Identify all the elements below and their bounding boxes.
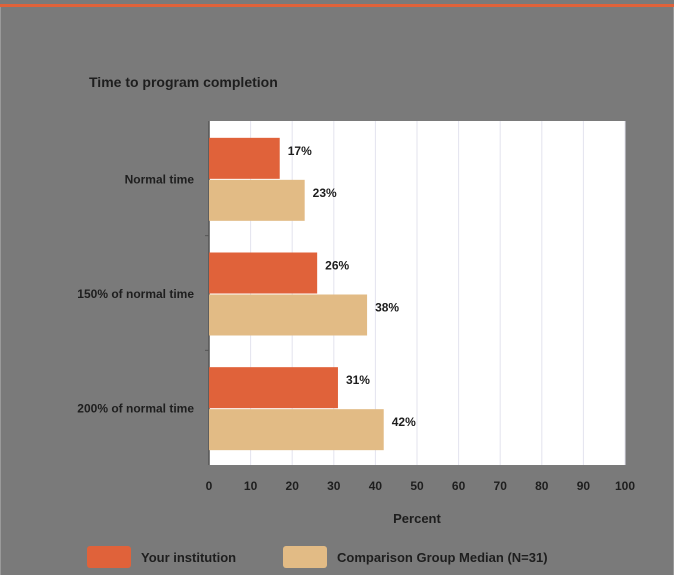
x-tick-label-80: 80 [535,479,549,493]
chart-title: Time to program completion [89,74,278,90]
x-tick-label-0: 0 [206,479,213,493]
legend-item-comparison-group: Comparison Group Median (N=31) [283,546,548,568]
category-label-1: Normal time [125,172,195,186]
x-tick-label-10: 10 [244,479,258,493]
bar-chart: 0 10 20 30 40 50 60 70 80 90 100 Normal time 17% 23% 1… [77,121,635,526]
data-label-series1-cat2: 26% [325,259,349,273]
legend-swatch-comparison-group [283,546,327,568]
legend-label-comparison-group: Comparison Group Median (N=31) [337,549,548,565]
legend-item-your-institution: Your institution [87,546,236,568]
bar-series2-cat2 [209,294,368,336]
x-tick-label-50: 50 [410,479,424,493]
x-tick-label-90: 90 [577,479,591,493]
bar-series1-cat3 [209,367,338,409]
category-label-2: 150% of normal time [77,287,194,301]
x-tick-label-30: 30 [327,479,341,493]
frame-top [0,0,674,4]
legend-label-your-institution: Your institution [141,549,237,565]
legend: Your institution Comparison Group Median… [0,540,674,570]
data-label-series1-cat3: 31% [346,373,370,387]
bar-series1-cat1 [209,137,280,179]
bar-series2-cat3 [209,409,384,451]
bar-series2-cat1 [209,179,305,221]
x-axis-title: Percent [393,511,441,526]
bar-series1-cat2 [209,252,318,294]
x-tick-label-40: 40 [369,479,383,493]
x-tick-label-20: 20 [286,479,300,493]
category-label-3: 200% of normal time [77,402,194,416]
data-label-series2-cat2: 38% [375,301,399,315]
legend-swatch-your-institution [87,546,131,568]
x-tick-label-70: 70 [494,479,508,493]
data-label-series2-cat3: 42% [392,415,416,429]
x-tick-label-60: 60 [452,479,466,493]
data-label-series2-cat1: 23% [313,186,337,200]
data-label-series1-cat1: 17% [288,144,312,158]
accent-bar [0,4,674,7]
x-tick-label-100: 100 [615,479,635,493]
